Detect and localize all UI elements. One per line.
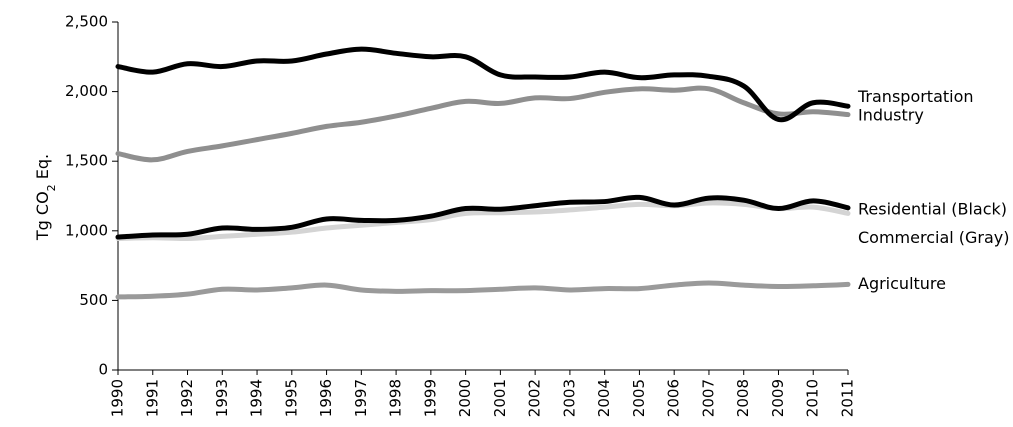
x-tick-label: 1999 — [421, 379, 439, 417]
x-tick-label: 2004 — [595, 379, 613, 417]
x-tick-label: 1990 — [109, 379, 127, 417]
x-axis-ticks: 1990 1991 1992 1993 1994 1995 1996 1997 1998 1999… — [109, 370, 857, 417]
y-axis-label: Tg CO2 Eq. — [33, 154, 58, 241]
series-line-industry — [115, 46, 851, 123]
series-line-agriculture — [115, 280, 851, 300]
series-label-industry: Industry — [858, 106, 924, 125]
series-lines — [115, 46, 851, 300]
y-tick-label: 500 — [79, 291, 108, 309]
x-tick-label: 2001 — [491, 379, 509, 417]
series-line-commercial — [115, 200, 851, 241]
x-tick-label: 2008 — [734, 379, 752, 417]
x-tick-label: 1998 — [387, 379, 405, 417]
x-tick-label: 1996 — [317, 379, 335, 417]
x-tick-label: 2007 — [699, 379, 717, 417]
x-tick-label: 2000 — [456, 379, 474, 417]
x-tick-label: 2010 — [804, 379, 822, 417]
x-tick-label: 2009 — [769, 379, 787, 417]
y-tick-label: 2,500 — [65, 13, 108, 31]
y-tick-label: 2,000 — [65, 82, 108, 100]
series-line-residential — [115, 194, 851, 240]
series-label-transportation: Transportation — [857, 87, 974, 106]
x-tick-label: 1994 — [248, 379, 266, 417]
series-label-commercial: Commercial (Gray) — [858, 228, 1010, 247]
x-tick-label: 2006 — [665, 379, 683, 417]
x-tick-label: 2003 — [560, 379, 578, 417]
y-tick-label: 1,000 — [65, 221, 108, 239]
x-tick-label: 1992 — [178, 379, 196, 417]
series-label-agriculture: Agriculture — [858, 274, 946, 293]
y-tick-label: 1,500 — [65, 152, 108, 170]
y-axis-ticks: 0 500 1,000 1,500 2,000 2,500 — [65, 13, 118, 379]
x-tick-label: 1997 — [352, 379, 370, 417]
x-tick-label: 2011 — [839, 379, 857, 417]
x-tick-label: 2005 — [630, 379, 648, 417]
series-label-residential: Residential (Black) — [858, 199, 1007, 218]
x-tick-label: 1991 — [143, 379, 161, 417]
x-tick-label: 1995 — [282, 379, 300, 417]
y-tick-label: 0 — [98, 361, 108, 379]
x-tick-label: 2002 — [526, 379, 544, 417]
x-tick-label: 1993 — [213, 379, 231, 417]
series-line-transportation — [115, 85, 851, 163]
